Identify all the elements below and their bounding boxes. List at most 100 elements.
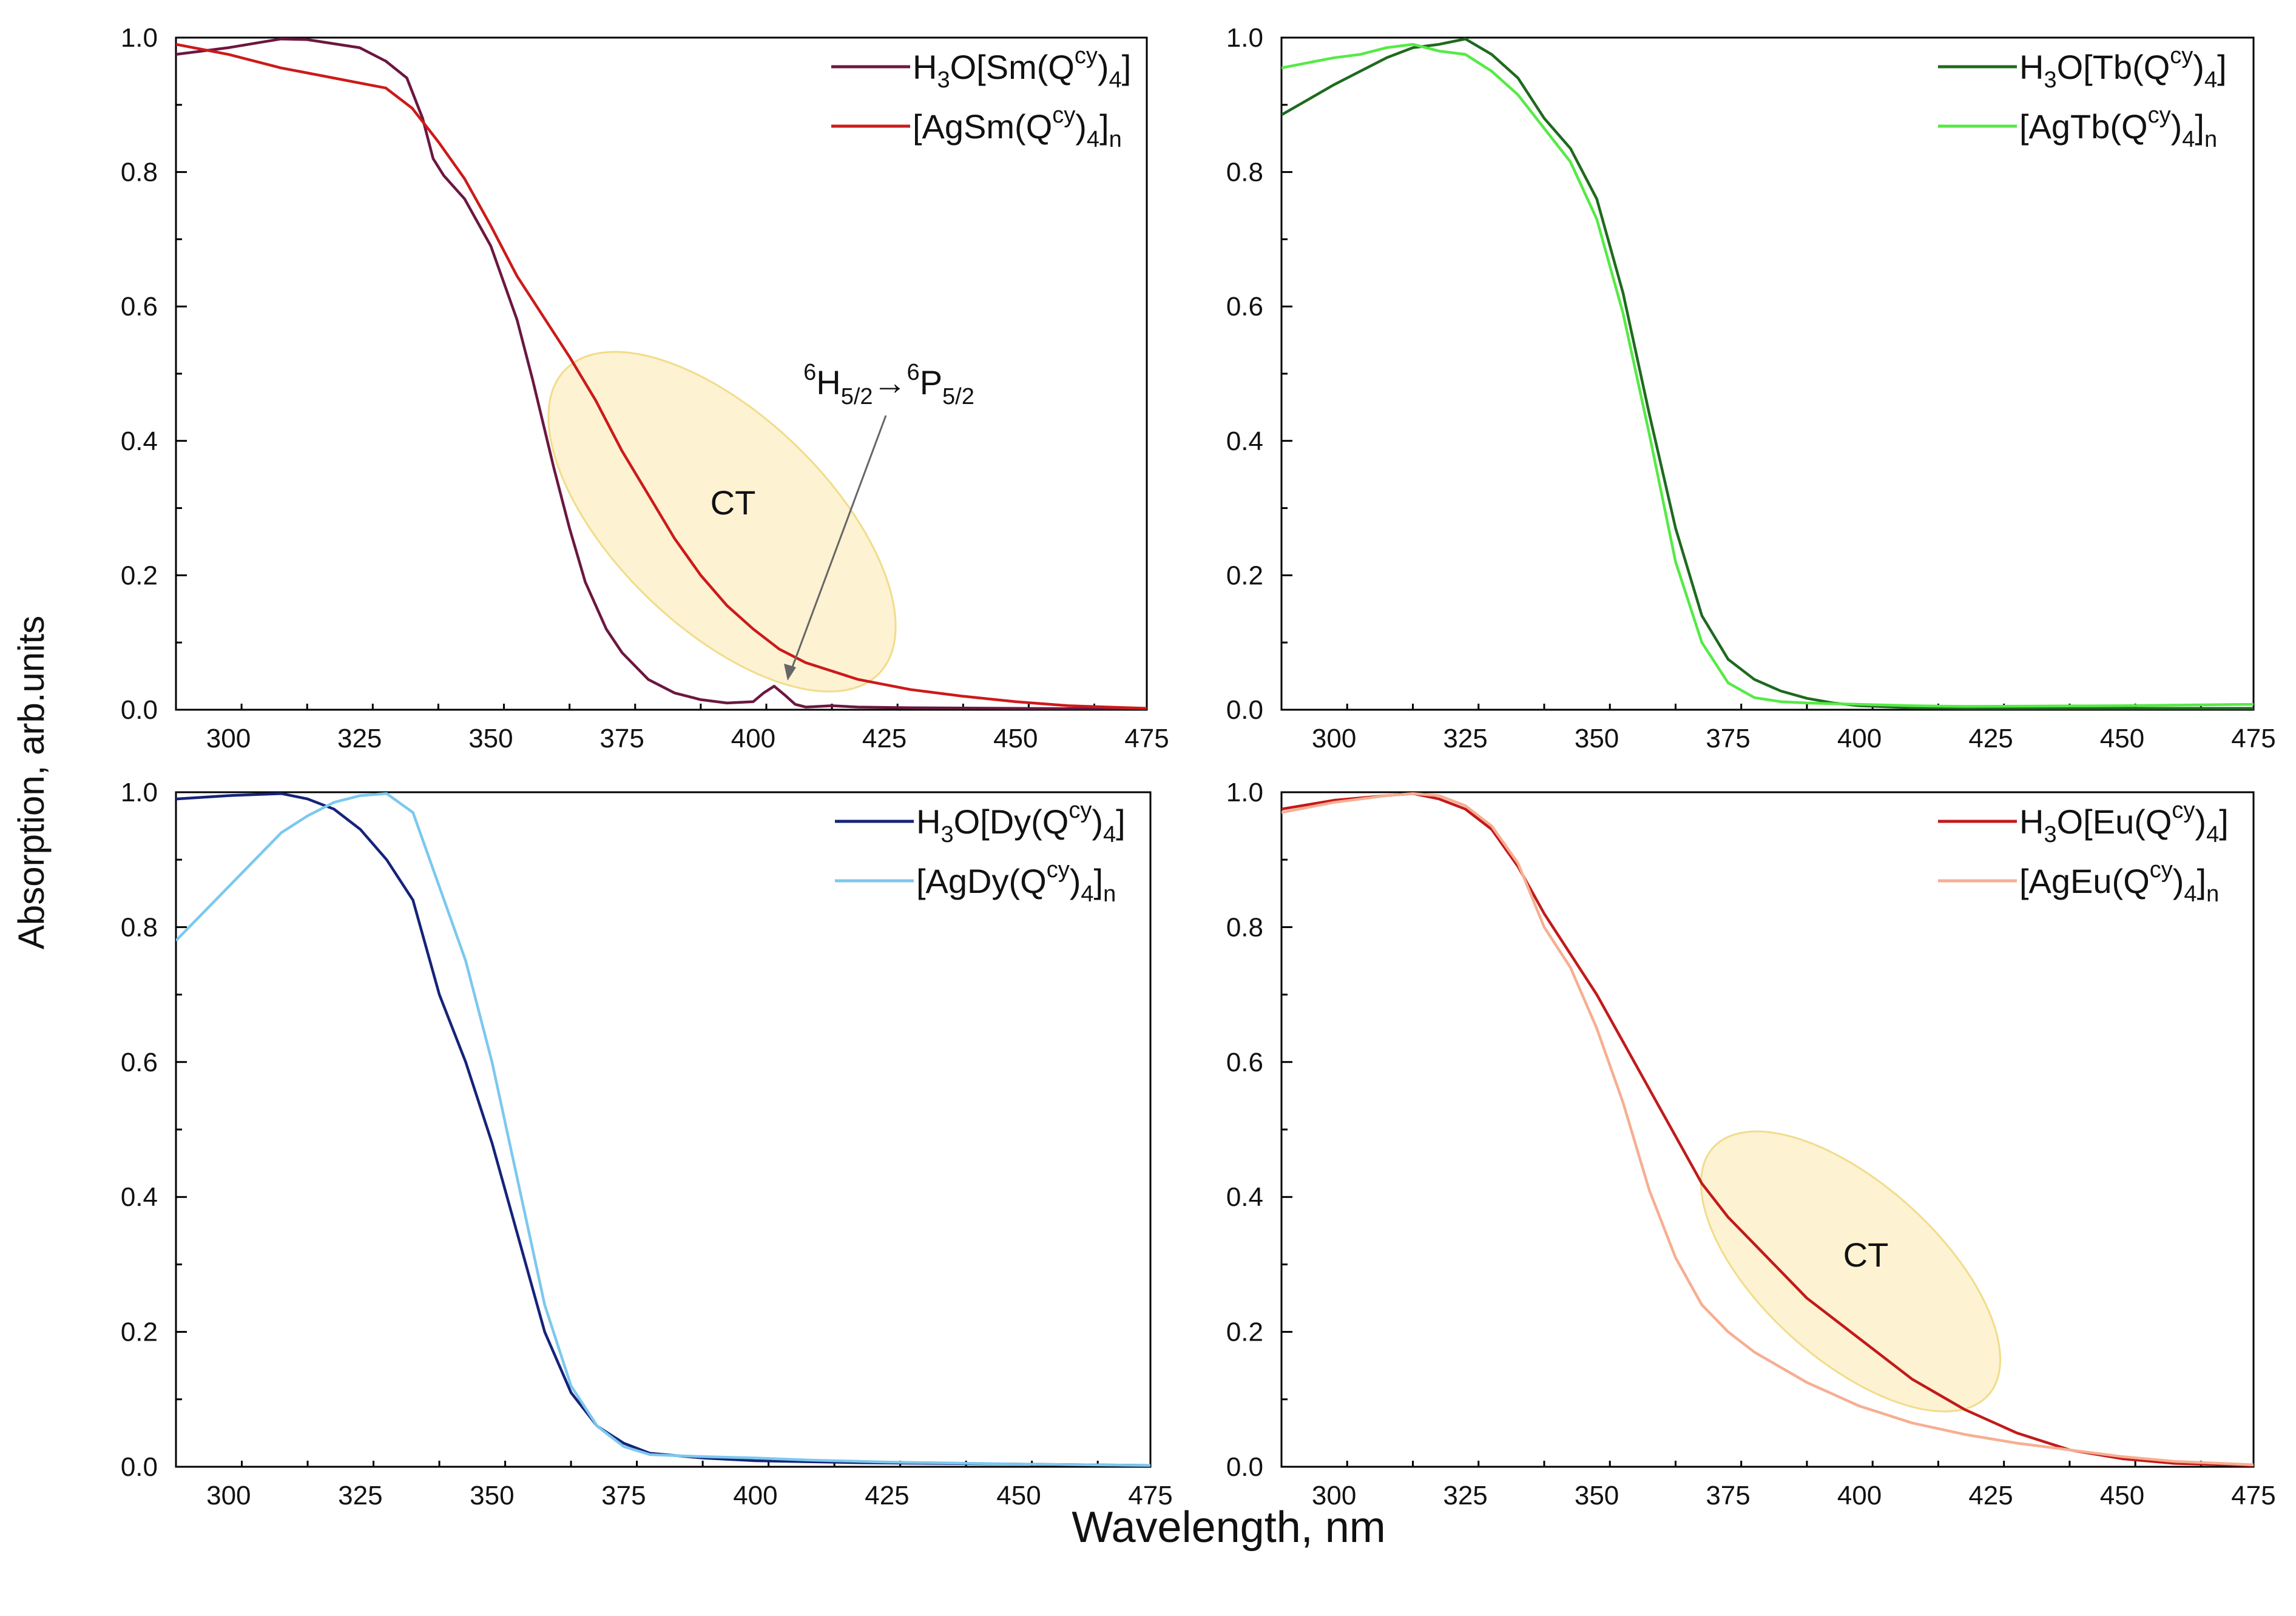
y-tick-label-sm: 0.8 xyxy=(121,158,158,187)
legend-tb: H3O[Tb(Qcy)4][AgTb(Qcy)4]n xyxy=(1938,43,2227,152)
x-tick-label-eu: 300 xyxy=(1312,1481,1356,1510)
legend-label-part: ) xyxy=(2173,862,2184,900)
legend-label-part: 4 xyxy=(2204,67,2217,93)
legend-label-part: cy xyxy=(2150,857,2173,883)
transition-annotation: 6H5/2→6P5/2 xyxy=(784,360,974,681)
x-tick-label-dy: 450 xyxy=(996,1481,1041,1510)
y-tick-label-eu: 0.0 xyxy=(1226,1452,1263,1482)
x-tick-label-sm: 475 xyxy=(1124,724,1169,753)
legend-label-part: 4 xyxy=(1081,881,1093,907)
x-axis-label: Wavelength, nm xyxy=(1072,1503,1386,1552)
series-line-eu-1 xyxy=(1281,792,2254,1466)
y-tick-label-eu: 1.0 xyxy=(1226,778,1263,807)
legend-label-part: O[Tb(Q xyxy=(2057,48,2170,86)
x-tick-label-dy: 375 xyxy=(601,1481,646,1510)
transition-term-a: H xyxy=(816,363,840,402)
x-tick-label-eu: 400 xyxy=(1837,1481,1882,1510)
legend-label-part: H xyxy=(913,48,937,86)
x-tick-label-dy: 425 xyxy=(865,1481,909,1510)
y-tick-label-eu: 0.8 xyxy=(1226,912,1263,942)
panel-tb: 300 325 350 375 400 425 450 475 0.0 0.2 0.4 0.6 0.8 1… xyxy=(1226,23,2276,753)
legend-label-part: cy xyxy=(1075,43,1098,69)
legend-label-part: ] xyxy=(1116,803,1126,841)
series-line-tb-0 xyxy=(1281,37,2254,710)
y-tick-label-tb: 1.0 xyxy=(1226,23,1263,53)
legend-label-part: ] xyxy=(1099,107,1109,146)
y-tick-label-tb: 0.8 xyxy=(1226,158,1263,187)
x-tick-label-eu: 450 xyxy=(2100,1481,2144,1510)
legend-label-eu-0: H3O[Eu(Qcy)4] xyxy=(2019,798,2229,847)
x-tick-label-dy: 350 xyxy=(470,1481,514,1510)
x-tick-label-sm: 375 xyxy=(599,724,644,753)
ct-ellipse-sm xyxy=(547,351,897,693)
legend-label-part: [AgTb(Q xyxy=(2019,107,2148,146)
legend-label-part: H xyxy=(2019,48,2044,86)
legend-label-tb-0: H3O[Tb(Qcy)4] xyxy=(2019,43,2227,93)
series-line-dy-1 xyxy=(176,792,1150,1467)
series-line-eu-0 xyxy=(1281,792,2254,1467)
x-tick-label-eu: 350 xyxy=(1575,1481,1619,1510)
transition-sub-a: 5/2 xyxy=(841,384,873,409)
plot-area-tb: 300 325 350 375 400 425 450 475 0.0 0.2 0.4 0.6 0.8 1… xyxy=(1226,23,2276,753)
panel-eu: CT 300 325 350 375 400 425 450 475 0.0 0.2 0.4 0.6 0… xyxy=(1226,778,2276,1510)
y-tick-label-tb: 0.2 xyxy=(1226,561,1263,590)
plot-area-eu: 300 325 350 375 400 425 450 475 0.0 0.2 0.4 0.6 0.8 1… xyxy=(1226,778,2276,1510)
legend-label-part: 3 xyxy=(2044,67,2056,93)
y-tick-label-dy: 0.8 xyxy=(121,912,158,942)
transition-term-b: P xyxy=(920,363,942,402)
y-tick-label-eu: 0.6 xyxy=(1226,1048,1263,1077)
ct-label-sm: CT xyxy=(711,483,756,522)
x-tick-label-tb: 350 xyxy=(1575,724,1619,753)
legend-label-part: 3 xyxy=(2044,822,2056,847)
legend-label-part: 4 xyxy=(2182,127,2195,152)
legend-label-part: ) xyxy=(1092,803,1103,841)
x-tick-label-dy: 400 xyxy=(733,1481,777,1510)
legend-label-part: ] xyxy=(1094,862,1104,900)
y-tick-label-dy: 0.6 xyxy=(121,1048,158,1077)
y-tick-label-sm: 0.0 xyxy=(121,695,158,725)
legend-label-part: 4 xyxy=(2184,881,2196,907)
legend-label-part: ) xyxy=(1098,48,1109,86)
series-line-tb-1 xyxy=(1281,42,2254,708)
x-tick-label-sm: 350 xyxy=(468,724,513,753)
y-tick-label-sm: 0.6 xyxy=(121,292,158,322)
x-tick-label-tb: 325 xyxy=(1443,724,1487,753)
legend-label-part: [AgDy(Q xyxy=(916,862,1047,900)
y-tick-label-eu: 0.4 xyxy=(1226,1182,1263,1212)
legend-label-part: ] xyxy=(2217,48,2227,86)
series-line-sm-1 xyxy=(176,42,1147,710)
x-tick-label-dy: 300 xyxy=(206,1481,251,1510)
legend-label-part: cy xyxy=(1052,103,1075,128)
panel-dy: 300 325 350 375 400 425 450 475 0.0 0.2 0.4 0.6 0.8 1… xyxy=(121,778,1173,1510)
legend-eu: H3O[Eu(Qcy)4] [AgEu(Qcy)4]n xyxy=(1938,798,2229,907)
legend-label-part: H xyxy=(916,803,940,841)
legend-label-part: n xyxy=(1103,881,1116,907)
legend-label-dy-1: [AgDy(Qcy)4]n xyxy=(916,857,1116,907)
plot-area-dy: 300 325 350 375 400 425 450 475 0.0 0.2 0.4 0.6 0.8 1… xyxy=(121,778,1173,1510)
y-tick-label-sm: 0.4 xyxy=(121,426,158,456)
x-tick-label-eu: 325 xyxy=(1443,1481,1487,1510)
legend-label-part: ] xyxy=(2219,803,2229,841)
legend-label-part: H xyxy=(2019,803,2044,841)
legend-label-sm-1: [AgSm(Qcy)4]n xyxy=(913,103,1122,152)
legend-label-part: 4 xyxy=(1087,127,1099,152)
legend-sm: H3O[Sm(Qcy)4][AgSm(Qcy)4]n xyxy=(831,43,1131,152)
x-tick-label-eu: 375 xyxy=(1706,1481,1750,1510)
y-tick-label-dy: 0.4 xyxy=(121,1182,158,1212)
legend-label-part: n xyxy=(2206,881,2219,907)
series-line-sm-0 xyxy=(176,37,1147,710)
legend-label-eu-1: [AgEu(Qcy)4]n xyxy=(2019,857,2219,907)
x-tick-label-sm: 425 xyxy=(862,724,907,753)
ct-region-sm: CT xyxy=(547,351,897,693)
legend-label-part: cy xyxy=(1047,857,1070,883)
x-tick-label-eu: 425 xyxy=(1968,1481,2013,1510)
y-tick-label-sm: 1.0 xyxy=(121,23,158,53)
transition-arrowhead xyxy=(784,664,796,681)
x-tick-label-tb: 450 xyxy=(2100,724,2144,753)
y-tick-label-sm: 0.2 xyxy=(121,561,158,590)
y-axis-label: Absorption, arb.units xyxy=(11,616,52,949)
y-tick-label-dy: 0.2 xyxy=(121,1318,158,1347)
ct-region-eu: CT xyxy=(1700,1130,2002,1413)
legend-label-part: 3 xyxy=(937,67,950,93)
x-tick-label-sm: 400 xyxy=(731,724,775,753)
